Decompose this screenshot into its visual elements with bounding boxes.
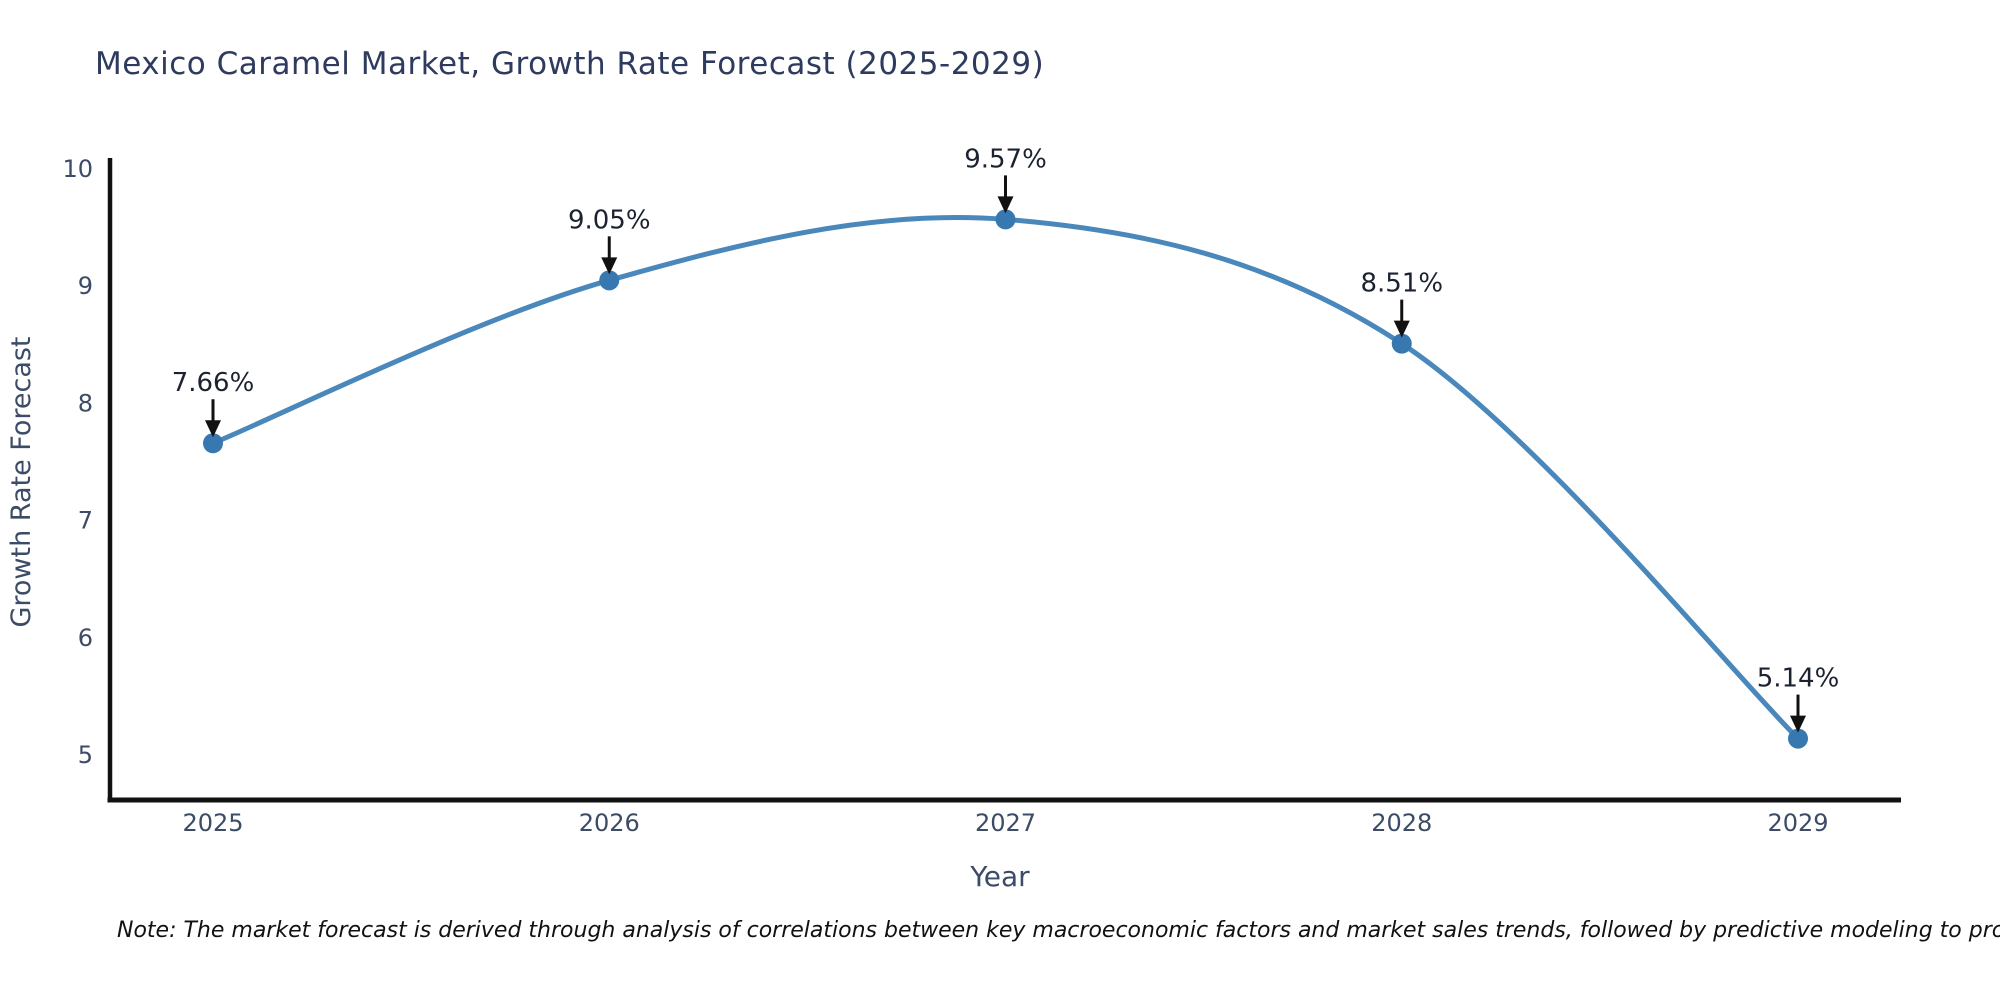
x-tick-label: 2025 (182, 809, 243, 837)
x-tick-label: 2029 (1767, 809, 1828, 837)
chart-title: Mexico Caramel Market, Growth Rate Forec… (95, 46, 1045, 82)
data-label: 9.05% (568, 205, 651, 235)
data-point-2026 (599, 270, 620, 291)
y-tick-label: 7 (78, 507, 93, 535)
annotation-arrowhead-icon (1790, 715, 1806, 733)
y-axis-title: Growth Rate Forecast (6, 336, 37, 627)
y-tick-label: 5 (78, 741, 93, 769)
x-tick-label: 2026 (579, 809, 640, 837)
x-tick-label: 2028 (1371, 809, 1432, 837)
annotation-arrowhead-icon (997, 196, 1014, 214)
footnote: Note: The market forecast is derived thr… (117, 918, 2000, 943)
x-axis-title: Year (969, 860, 1030, 893)
x-tick-label: 2027 (975, 809, 1036, 837)
annotation-arrowhead-icon (1393, 320, 1410, 338)
y-tick-label: 9 (78, 272, 93, 300)
y-tick-label: 10 (62, 155, 93, 183)
data-point-2029 (1788, 728, 1808, 749)
data-point-2027 (995, 209, 1016, 230)
data-point-2028 (1391, 333, 1412, 354)
data-label: 7.66% (172, 368, 255, 398)
y-tick-label: 8 (78, 389, 93, 417)
annotation-arrowhead-icon (601, 257, 618, 275)
data-label: 5.14% (1757, 664, 1840, 694)
y-tick-label: 6 (78, 624, 93, 652)
annotation-arrowhead-icon (205, 420, 221, 438)
series-line (210, 214, 1801, 742)
data-label: 8.51% (1360, 269, 1443, 299)
data-label: 9.57% (964, 144, 1047, 174)
data-point-2025 (203, 433, 223, 454)
